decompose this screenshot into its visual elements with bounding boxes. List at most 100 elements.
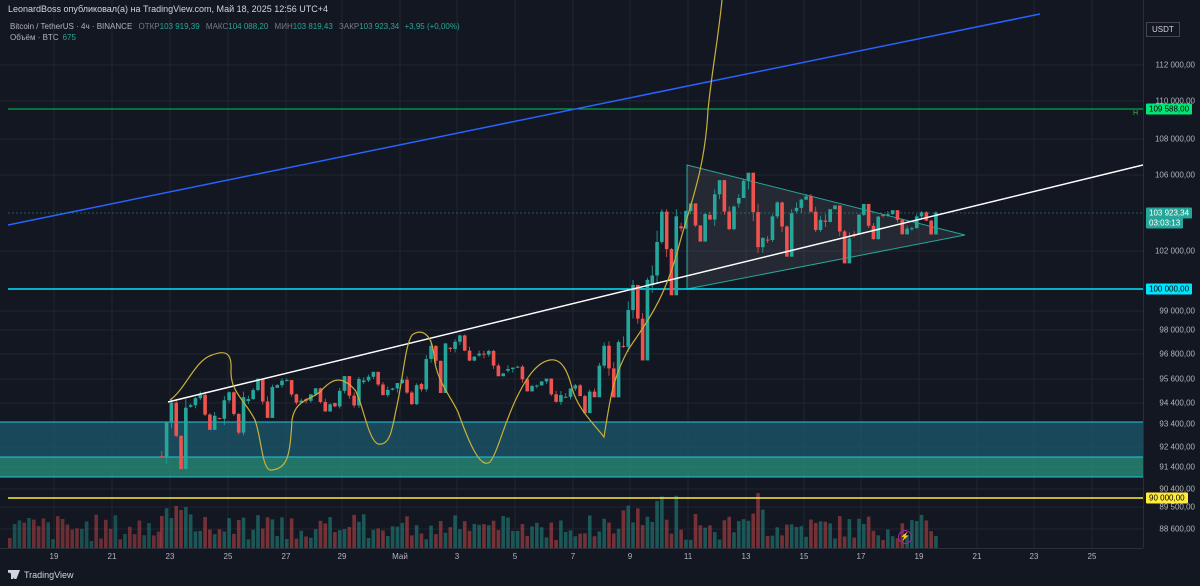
- symbol-name[interactable]: Bitcoin / TetherUS · 4ч · BINANCE: [10, 22, 133, 31]
- volume-bar: [376, 528, 380, 548]
- price-axis-label: 98 000,00: [1159, 325, 1195, 335]
- volume-bar: [184, 507, 188, 548]
- candle-body: [621, 346, 626, 347]
- volume-bar: [467, 530, 472, 548]
- volume-bar: [544, 537, 549, 548]
- volume-bar: [147, 523, 151, 548]
- candle-body: [727, 211, 731, 230]
- time-axis-label: 23: [165, 552, 175, 561]
- candle-body: [655, 241, 659, 276]
- volume-bar: [688, 539, 693, 548]
- volume-bar: [717, 539, 722, 548]
- candle-body: [809, 196, 813, 212]
- volume-bars: [8, 493, 938, 548]
- time-axis-label: 15: [799, 552, 809, 561]
- volume-bar: [70, 529, 74, 548]
- volume-bar: [323, 523, 328, 548]
- volume-bar: [674, 495, 679, 548]
- volume-bar: [410, 535, 414, 548]
- volume-bar: [549, 522, 554, 548]
- volume-bar: [84, 521, 89, 548]
- volume-label[interactable]: Объём · BTC: [10, 33, 59, 42]
- volume-bar: [741, 519, 746, 548]
- volume-bar: [679, 529, 683, 548]
- volume-bar: [530, 526, 534, 548]
- time-axis-label: 29: [337, 552, 347, 561]
- candle-body: [328, 404, 332, 412]
- tradingview-logo-icon[interactable]: TradingView: [8, 570, 74, 580]
- volume-bar: [578, 533, 582, 548]
- symbol-info: Bitcoin / TetherUS · 4ч · BINANCE ОТКР10…: [10, 22, 460, 31]
- volume-bar: [837, 516, 842, 548]
- volume-bar: [434, 534, 438, 548]
- volume-bar: [65, 524, 70, 548]
- volume-bar: [491, 520, 496, 548]
- channel-line-blue: [7, 13, 1041, 226]
- price-chart[interactable]: [0, 0, 1143, 548]
- candle-body: [289, 380, 294, 395]
- brand-label: TradingView: [24, 570, 74, 580]
- volume-bar: [424, 539, 429, 548]
- volume-bar: [703, 527, 707, 548]
- candle-body: [285, 380, 289, 382]
- volume-bar: [746, 520, 751, 548]
- candle-body: [313, 388, 318, 395]
- volume-bar: [164, 508, 169, 548]
- volume-bar: [80, 528, 84, 548]
- volume-bar: [809, 519, 813, 548]
- volume-bar: [75, 528, 79, 548]
- candle-body: [732, 206, 736, 230]
- candle-body: [361, 380, 366, 383]
- volume-bar: [241, 517, 246, 548]
- volume-bar: [563, 531, 568, 548]
- candlesticks: [160, 172, 938, 470]
- volume-bar: [737, 521, 741, 548]
- time-axis-label: 13: [741, 552, 751, 561]
- volume-bar: [385, 535, 390, 548]
- time-axis[interactable]: 19 21 23 25 27 29 Май 3 5 7 9 11 13 15 17 19 21 23 25: [0, 548, 1143, 565]
- volume-bar: [357, 521, 361, 548]
- change-value: +3,95 (+0,00%): [404, 22, 460, 31]
- volume-bar: [602, 518, 606, 548]
- candle-body: [563, 396, 568, 398]
- volume-bar: [198, 530, 203, 548]
- lightning-icon[interactable]: ⚡: [898, 530, 912, 544]
- candle-body: [429, 345, 433, 360]
- badge-support-100k: 100 000,00: [1146, 283, 1193, 295]
- candle-body: [554, 394, 558, 402]
- volume-bar: [626, 505, 631, 548]
- price-axis[interactable]: 112 000,00 110 000,00 108 000,00 106 000,00…: [1143, 0, 1200, 548]
- volume-bar: [462, 521, 467, 548]
- open-value: 103 919,39: [159, 22, 200, 31]
- low-value: 103 819,43: [292, 22, 333, 31]
- volume-bar: [770, 535, 775, 548]
- candle-body: [837, 205, 842, 232]
- open-label: ОТКР: [138, 22, 160, 31]
- volume-bar: [693, 514, 698, 548]
- volume-bar: [108, 528, 113, 548]
- volume-bar: [333, 532, 337, 548]
- candle-body: [886, 214, 890, 216]
- candle-body: [756, 212, 760, 248]
- price-axis-label: 99 000,00: [1159, 306, 1195, 316]
- price-axis-label: 89 500,00: [1159, 502, 1195, 512]
- volume-bar: [227, 518, 231, 548]
- volume-bar: [525, 535, 530, 548]
- candle-body: [241, 397, 246, 433]
- volume-bar: [118, 539, 122, 548]
- volume-bar: [212, 534, 217, 548]
- candle-body: [712, 194, 717, 220]
- volume-bar: [914, 520, 919, 548]
- time-axis-label: 7: [570, 552, 576, 561]
- candle-body: [501, 373, 505, 377]
- volume-bar: [708, 525, 712, 548]
- candle-body: [693, 203, 698, 226]
- volume-bar: [568, 530, 573, 548]
- candle-body: [294, 394, 299, 403]
- candle-body: [847, 238, 852, 264]
- currency-button[interactable]: USDT: [1146, 22, 1180, 37]
- volume-bar: [132, 534, 137, 548]
- candle-body: [520, 366, 525, 380]
- volume-bar: [847, 519, 852, 548]
- volume-bar: [222, 531, 227, 548]
